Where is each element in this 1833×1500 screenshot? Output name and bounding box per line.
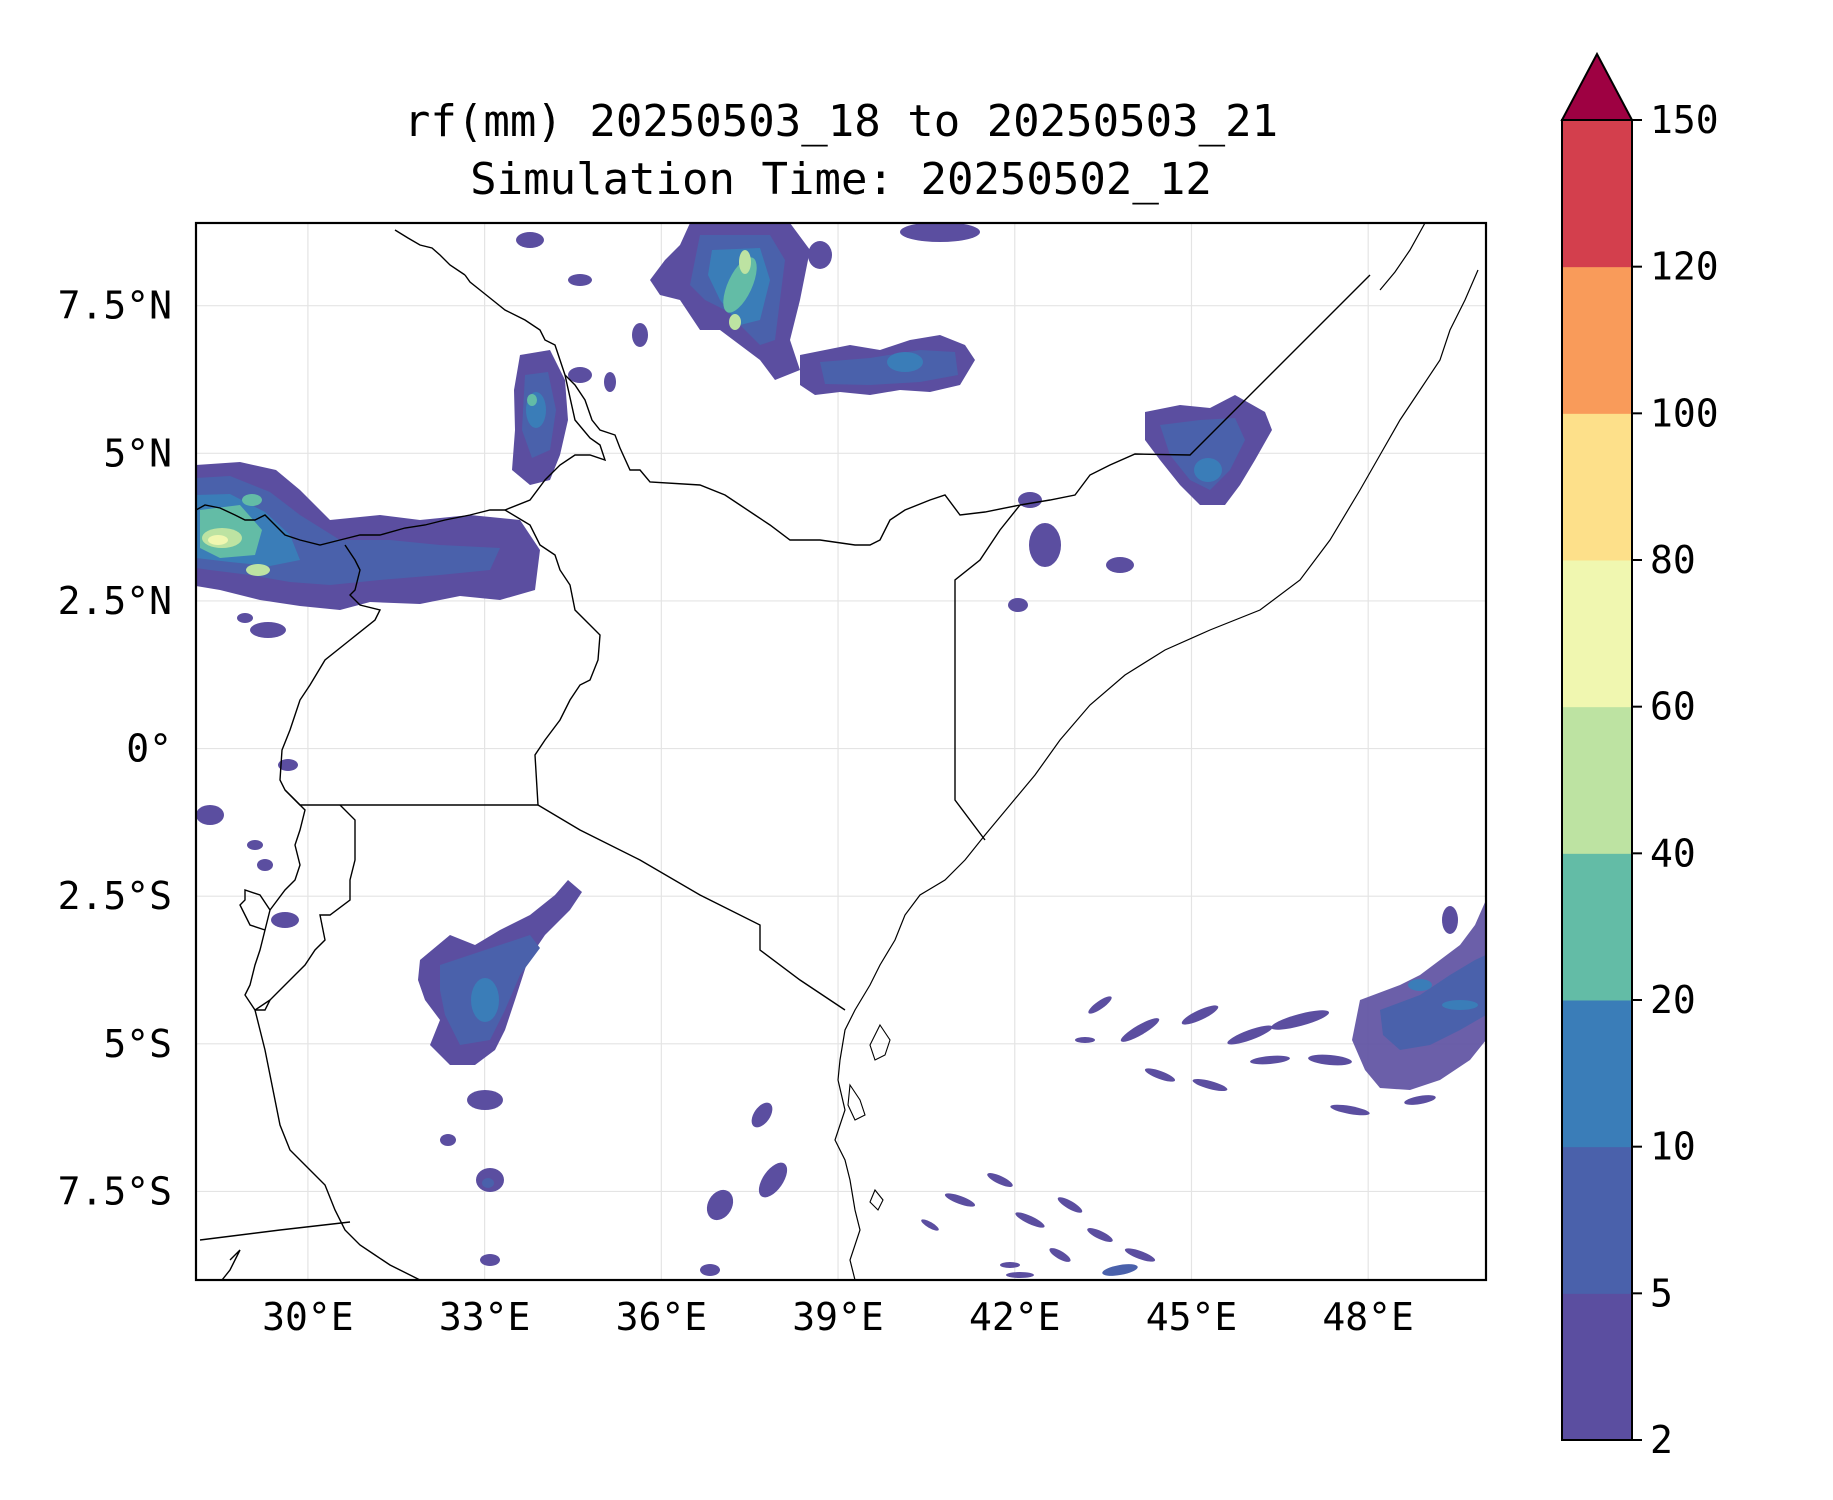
lat-tick-label: 7.5°S	[58, 1169, 172, 1213]
lat-tick-label: 2.5°N	[58, 579, 172, 623]
colorbar-extend-triangle	[1560, 51, 1634, 121]
rain-region-drc-south-sudan	[196, 462, 540, 638]
lon-tick-label: 48°E	[1322, 1295, 1414, 1339]
lon-tick-label: 39°E	[792, 1295, 884, 1339]
lat-tick-label: 5°N	[103, 431, 172, 475]
lat-tick-label: 7.5°N	[58, 284, 172, 328]
country-borders	[196, 223, 1479, 1280]
lat-tick-label: 0°	[126, 727, 172, 771]
lon-tick-label: 33°E	[439, 1295, 531, 1339]
colorbar-segment	[1562, 120, 1632, 268]
lon-tick-label: 45°E	[1146, 1295, 1238, 1339]
colorbar-segment	[1562, 853, 1632, 1001]
colorbar-label: 10	[1650, 1125, 1696, 1169]
rainfall-fields	[196, 223, 1486, 1278]
rain-region-indian-ocean-east	[1075, 900, 1486, 1116]
map-title-line2: Simulation Time: 20250502_12	[470, 154, 1212, 205]
colorbar: 2 5 10 20 40 60 80 100 120 150	[1560, 51, 1719, 1462]
colorbar-segment	[1562, 706, 1632, 854]
colorbar-label: 40	[1650, 831, 1696, 875]
coastline	[834, 269, 1479, 1280]
lat-tick-label: 2.5°S	[58, 874, 172, 918]
latitude-ticks: 7.5°N 5°N 2.5°N 0° 2.5°S 5°S 7.5°S	[58, 284, 172, 1214]
map-background	[196, 223, 1486, 1280]
colorbar-label: 5	[1650, 1271, 1673, 1315]
lon-tick-label: 30°E	[262, 1295, 354, 1339]
colorbar-segment	[1562, 560, 1632, 708]
rain-region-western-ethiopia	[516, 223, 980, 395]
lon-tick-label: 42°E	[969, 1295, 1061, 1339]
rain-region-tanzania	[196, 759, 788, 1276]
colorbar-segment	[1562, 266, 1632, 414]
lat-tick-label: 5°S	[103, 1022, 172, 1066]
rain-region-indian-ocean-southeast	[921, 1173, 1156, 1278]
colorbar-label: 60	[1650, 685, 1696, 729]
rain-region-ogaden	[1008, 395, 1272, 612]
colorbar-segment	[1562, 1146, 1632, 1294]
colorbar-frame	[1561, 119, 1633, 1441]
gridlines	[196, 223, 1486, 1280]
colorbar-label: 120	[1650, 245, 1719, 289]
colorbar-label: 150	[1650, 98, 1719, 142]
rain-region-south-sudan-east	[512, 350, 592, 485]
map-frame	[194, 221, 1488, 1282]
colorbar-segment	[1562, 413, 1632, 561]
map-title-line1: rf(mm) 20250503_18 to 20250503_21	[403, 96, 1279, 147]
longitude-ticks: 30°E 33°E 36°E 39°E 42°E 45°E 48°E	[262, 1295, 1414, 1339]
colorbar-segment	[1562, 1293, 1632, 1441]
colorbar-label: 2	[1650, 1418, 1673, 1462]
colorbar-label: 80	[1650, 538, 1696, 582]
colorbar-label: 100	[1650, 391, 1719, 435]
colorbar-segment	[1562, 1000, 1632, 1148]
lon-tick-label: 36°E	[616, 1295, 708, 1339]
colorbar-label: 20	[1650, 978, 1696, 1022]
